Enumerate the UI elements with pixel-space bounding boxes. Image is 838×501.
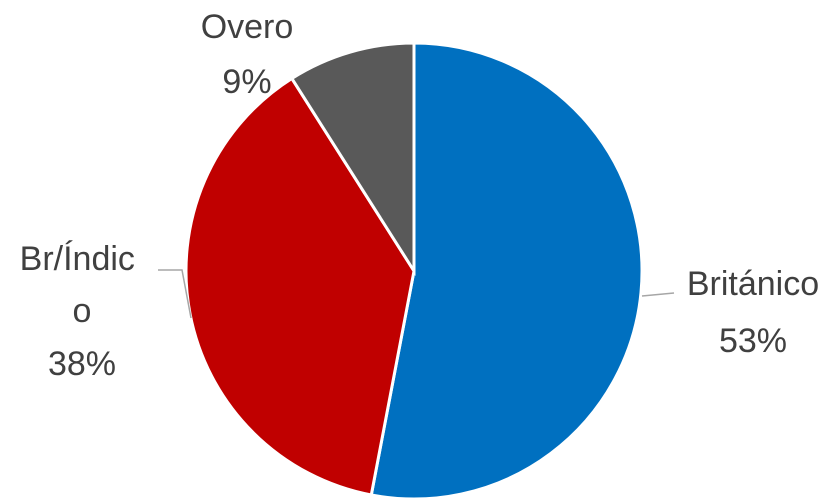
- slices-layer: [184, 41, 644, 501]
- data-labels: Británico 53% Br/Índic o 38% Overo 9%: [20, 8, 820, 383]
- pie-slice-britanico: [369, 41, 644, 501]
- label-name-br-indico-line1: Br/Índic: [20, 240, 135, 278]
- label-name-br-indico: Br/Índic o: [20, 240, 145, 330]
- label-name-br-indico-line2: o: [73, 292, 92, 330]
- leader-lines: [158, 269, 675, 319]
- leader-line-britanico: [641, 292, 675, 297]
- label-name-britanico: Británico: [687, 265, 819, 303]
- label-name-overo: Overo: [201, 8, 294, 46]
- label-value-britanico: 53%: [719, 322, 787, 360]
- label-value-overo: 9%: [222, 63, 271, 101]
- leader-line-br-indico: [158, 269, 192, 319]
- pie-slice-overo: [289, 41, 416, 277]
- label-value-br-indico: 38%: [48, 345, 116, 383]
